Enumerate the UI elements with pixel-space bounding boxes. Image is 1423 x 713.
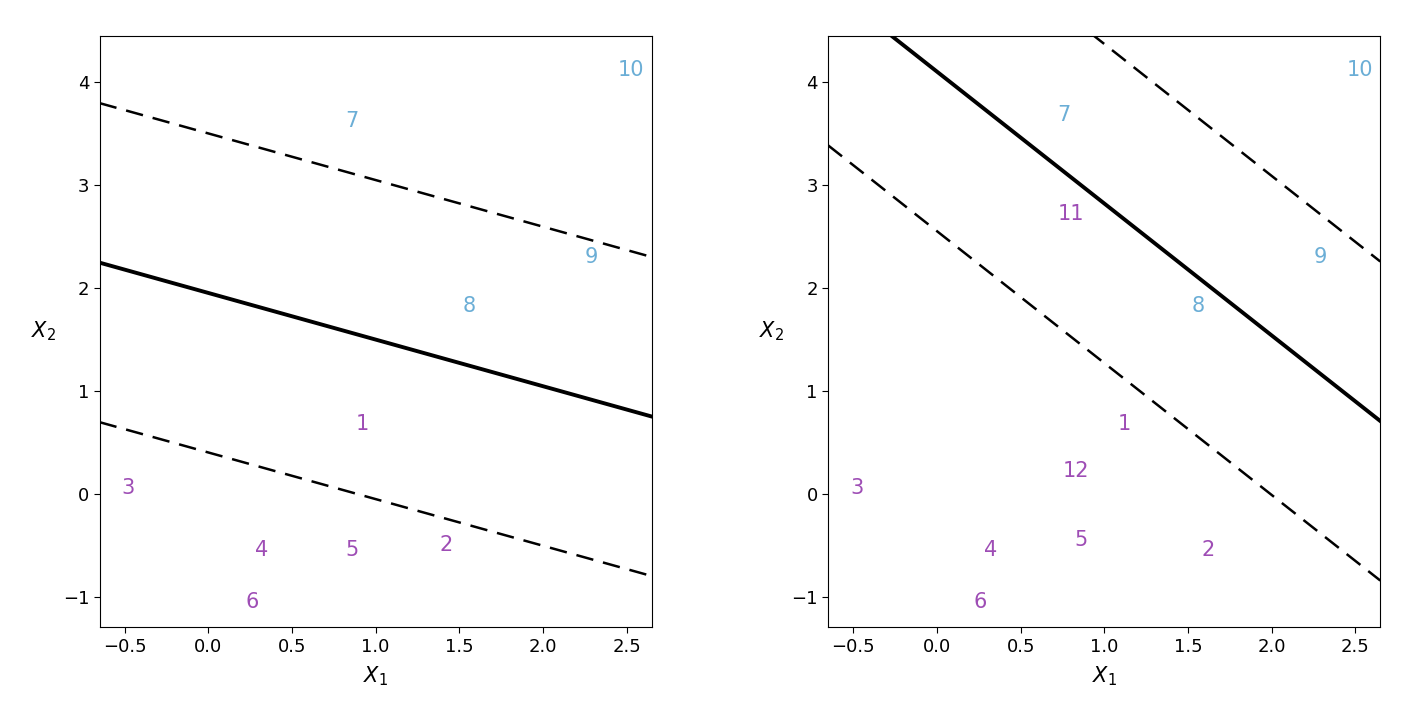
X-axis label: $X_1$: $X_1$ xyxy=(363,665,388,688)
X-axis label: $X_1$: $X_1$ xyxy=(1091,665,1117,688)
Text: 6: 6 xyxy=(245,592,259,612)
Text: 3: 3 xyxy=(121,478,135,498)
Text: 9: 9 xyxy=(1313,247,1326,267)
Text: 9: 9 xyxy=(585,247,598,267)
Text: 5: 5 xyxy=(346,540,359,560)
Text: 4: 4 xyxy=(255,540,269,560)
Text: 1: 1 xyxy=(1117,414,1131,434)
Text: 10: 10 xyxy=(1346,60,1373,80)
Text: 11: 11 xyxy=(1057,204,1084,224)
Text: 7: 7 xyxy=(1057,105,1070,125)
Y-axis label: $X_2$: $X_2$ xyxy=(760,319,784,344)
Text: 10: 10 xyxy=(618,60,645,80)
Text: 8: 8 xyxy=(1191,297,1204,317)
Text: 4: 4 xyxy=(983,540,998,560)
Text: 2: 2 xyxy=(1201,540,1215,560)
Text: 1: 1 xyxy=(356,414,369,434)
Text: 12: 12 xyxy=(1063,461,1089,481)
Text: 6: 6 xyxy=(973,592,988,612)
Y-axis label: $X_2$: $X_2$ xyxy=(31,319,55,344)
Text: 2: 2 xyxy=(440,535,453,555)
Text: 3: 3 xyxy=(850,478,864,498)
Text: 7: 7 xyxy=(346,111,359,131)
Text: 8: 8 xyxy=(462,297,475,317)
Text: 5: 5 xyxy=(1074,530,1087,550)
